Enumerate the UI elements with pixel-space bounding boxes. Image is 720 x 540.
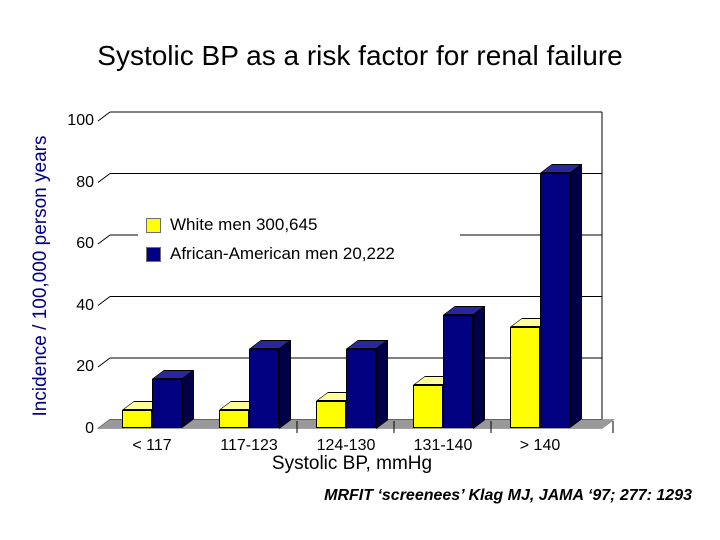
legend-item-african-american-men: African-American men 20,222: [146, 244, 446, 264]
gridline-connector-40: [97, 296, 111, 306]
chart-title: Systolic BP as a risk factor for renal f…: [97, 40, 623, 71]
legend-chip-white-men-icon: [146, 217, 161, 233]
gridline-connector-60: [97, 234, 111, 245]
legend-item-white-men: White men 300,645: [146, 215, 446, 235]
citation: MRFIT ‘screenees’ Klag MJ, JAMA ‘97; 277…: [324, 487, 692, 504]
floor: [97, 419, 615, 429]
gridline-connector-80: [97, 173, 111, 183]
legend-label-african-american-men: African-American men 20,222: [170, 244, 395, 263]
gridline-connector-20: [97, 357, 111, 368]
legend: White men 300,645 African-American men 2…: [138, 208, 460, 272]
x-axis-title: Systolic BP, mmHg: [271, 453, 433, 474]
legend-label-white-men: White men 300,645: [170, 215, 318, 234]
gridline-connector-100: [97, 111, 111, 122]
legend-chip-african-american-men-icon: [146, 246, 161, 262]
